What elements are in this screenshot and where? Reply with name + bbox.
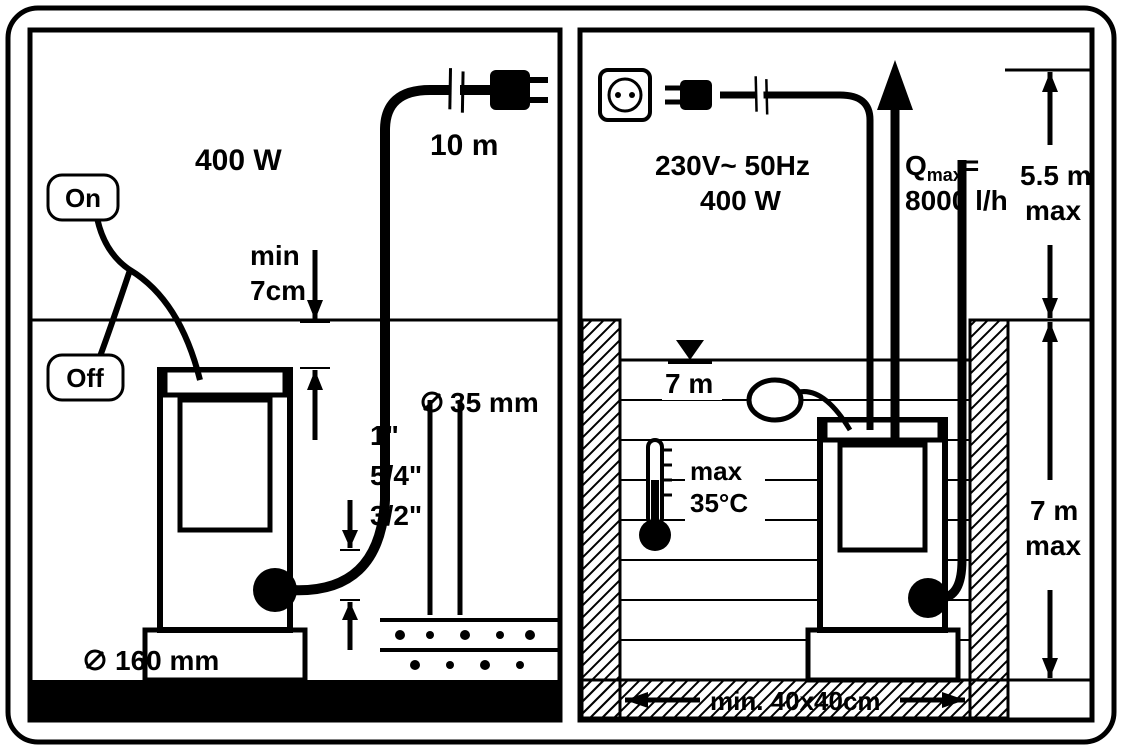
power-right-label: 400 W [700, 185, 781, 216]
depth-label: 7 m [1030, 495, 1078, 526]
voltage-label: 230V~ 50Hz [655, 150, 810, 181]
left-panel: On Off 400 W 10 [30, 30, 560, 720]
pump-spec-diagram: On Off 400 W 10 [0, 0, 1122, 750]
head-top: 5.5 m [1020, 160, 1092, 191]
base-diameter: 160 mm [115, 645, 219, 676]
head-top-sub: max [1025, 195, 1081, 226]
depth-sub: max [1025, 530, 1081, 561]
min-label: min [250, 240, 300, 271]
temp-value: 35°C [690, 488, 748, 518]
power-label: 400 W [195, 144, 282, 177]
off-label: Off [66, 363, 104, 393]
right-panel: 230V~ 50Hz 400 W Qmax= 8000 l/h 5.5 m ma… [580, 30, 1092, 720]
fitting-3: 3/2" [370, 500, 422, 531]
fitting-1: 1" [370, 420, 399, 451]
pump-left [145, 370, 305, 680]
immersion-value: 7 m [665, 368, 713, 399]
min-value: 7cm [250, 275, 306, 306]
pump-right [808, 420, 958, 680]
temp-label: max [690, 456, 743, 486]
cable-length-label: 10 m [430, 129, 498, 162]
fitting-2: 5/4" [370, 460, 422, 491]
floor [30, 680, 560, 720]
well-size: min. 40x40cm [710, 686, 881, 716]
flow-value: 8000 l/h [905, 185, 1008, 216]
socket-icon [600, 70, 650, 120]
hose-diameter: 35 mm [450, 387, 539, 418]
on-label: On [65, 183, 101, 213]
